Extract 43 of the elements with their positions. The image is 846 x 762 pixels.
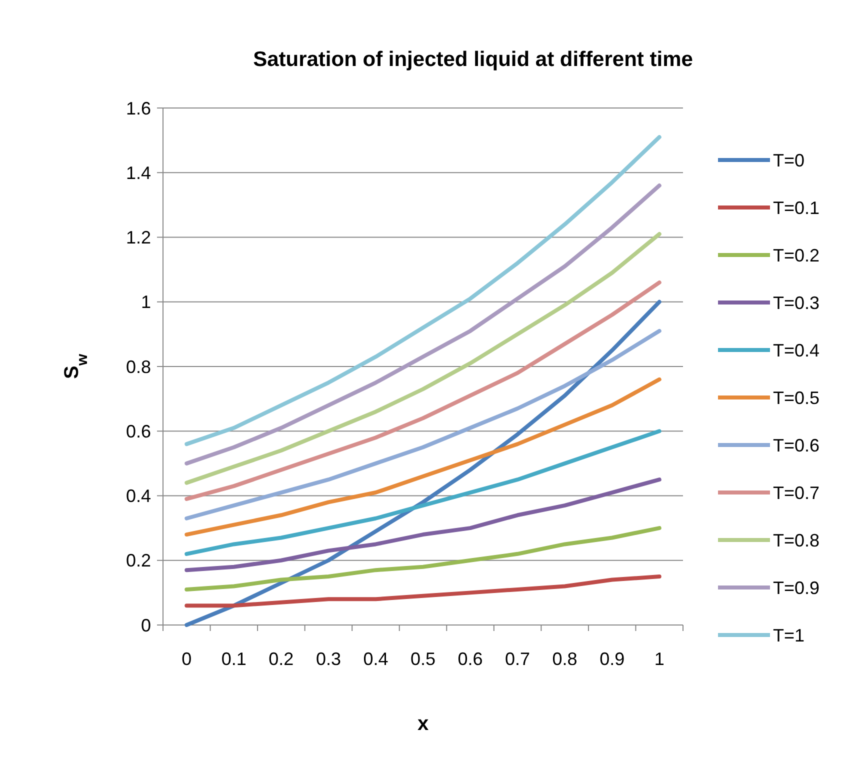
line-series bbox=[184, 526, 662, 592]
x-tick-label: 0 bbox=[182, 649, 192, 669]
x-tick-label: 0.2 bbox=[268, 649, 294, 669]
line-series bbox=[184, 135, 662, 446]
y-tick-label: 0 bbox=[140, 615, 151, 636]
y-tick-label: 0.6 bbox=[126, 421, 151, 442]
y-tick-label: 1 bbox=[140, 292, 151, 312]
line-series bbox=[184, 478, 662, 572]
x-tick-label: 0.6 bbox=[458, 649, 483, 669]
line-series bbox=[184, 232, 662, 485]
x-axis-title: x bbox=[417, 713, 429, 735]
line-series bbox=[184, 429, 662, 556]
legend-label: T=0 bbox=[773, 150, 805, 170]
line-series bbox=[184, 574, 662, 608]
legend-label: T=0.3 bbox=[773, 292, 820, 313]
line-series bbox=[184, 328, 662, 520]
y-tick-label: 0.4 bbox=[126, 486, 151, 506]
legend-label: T=0.7 bbox=[773, 482, 820, 503]
legend-label: T=0.4 bbox=[773, 340, 820, 360]
x-tick-label: 0.5 bbox=[410, 649, 436, 669]
line-series bbox=[184, 280, 662, 501]
line-series bbox=[184, 377, 662, 537]
legend-label: T=0.9 bbox=[773, 578, 820, 598]
y-tick-label: 0.2 bbox=[126, 550, 151, 571]
x-tick-label: 0.3 bbox=[316, 649, 341, 669]
x-tick-label: 1 bbox=[654, 649, 664, 669]
legend-label: T=0.6 bbox=[773, 435, 820, 456]
y-tick-label: 1.4 bbox=[126, 162, 151, 183]
x-tick-label: 0.7 bbox=[505, 649, 530, 669]
legend-label: T=0.2 bbox=[773, 245, 820, 266]
x-tick-label: 0.1 bbox=[221, 649, 246, 669]
y-tick-label: 1.2 bbox=[126, 228, 151, 248]
legend-label: T=0.8 bbox=[773, 530, 820, 550]
legend-label: T=0.1 bbox=[773, 198, 820, 218]
legend-label: T=1 bbox=[773, 625, 805, 646]
x-tick-label: 0.8 bbox=[552, 649, 578, 669]
legend-label: T=0.5 bbox=[773, 388, 820, 408]
y-tick-label: 0.8 bbox=[126, 356, 151, 377]
x-tick-label: 0.9 bbox=[600, 649, 625, 669]
x-tick-label: 0.4 bbox=[363, 649, 388, 669]
chart-title: Saturation of injected liquid at different time bbox=[253, 48, 693, 71]
y-tick-label: 1.6 bbox=[126, 98, 151, 118]
line-series bbox=[184, 184, 662, 466]
